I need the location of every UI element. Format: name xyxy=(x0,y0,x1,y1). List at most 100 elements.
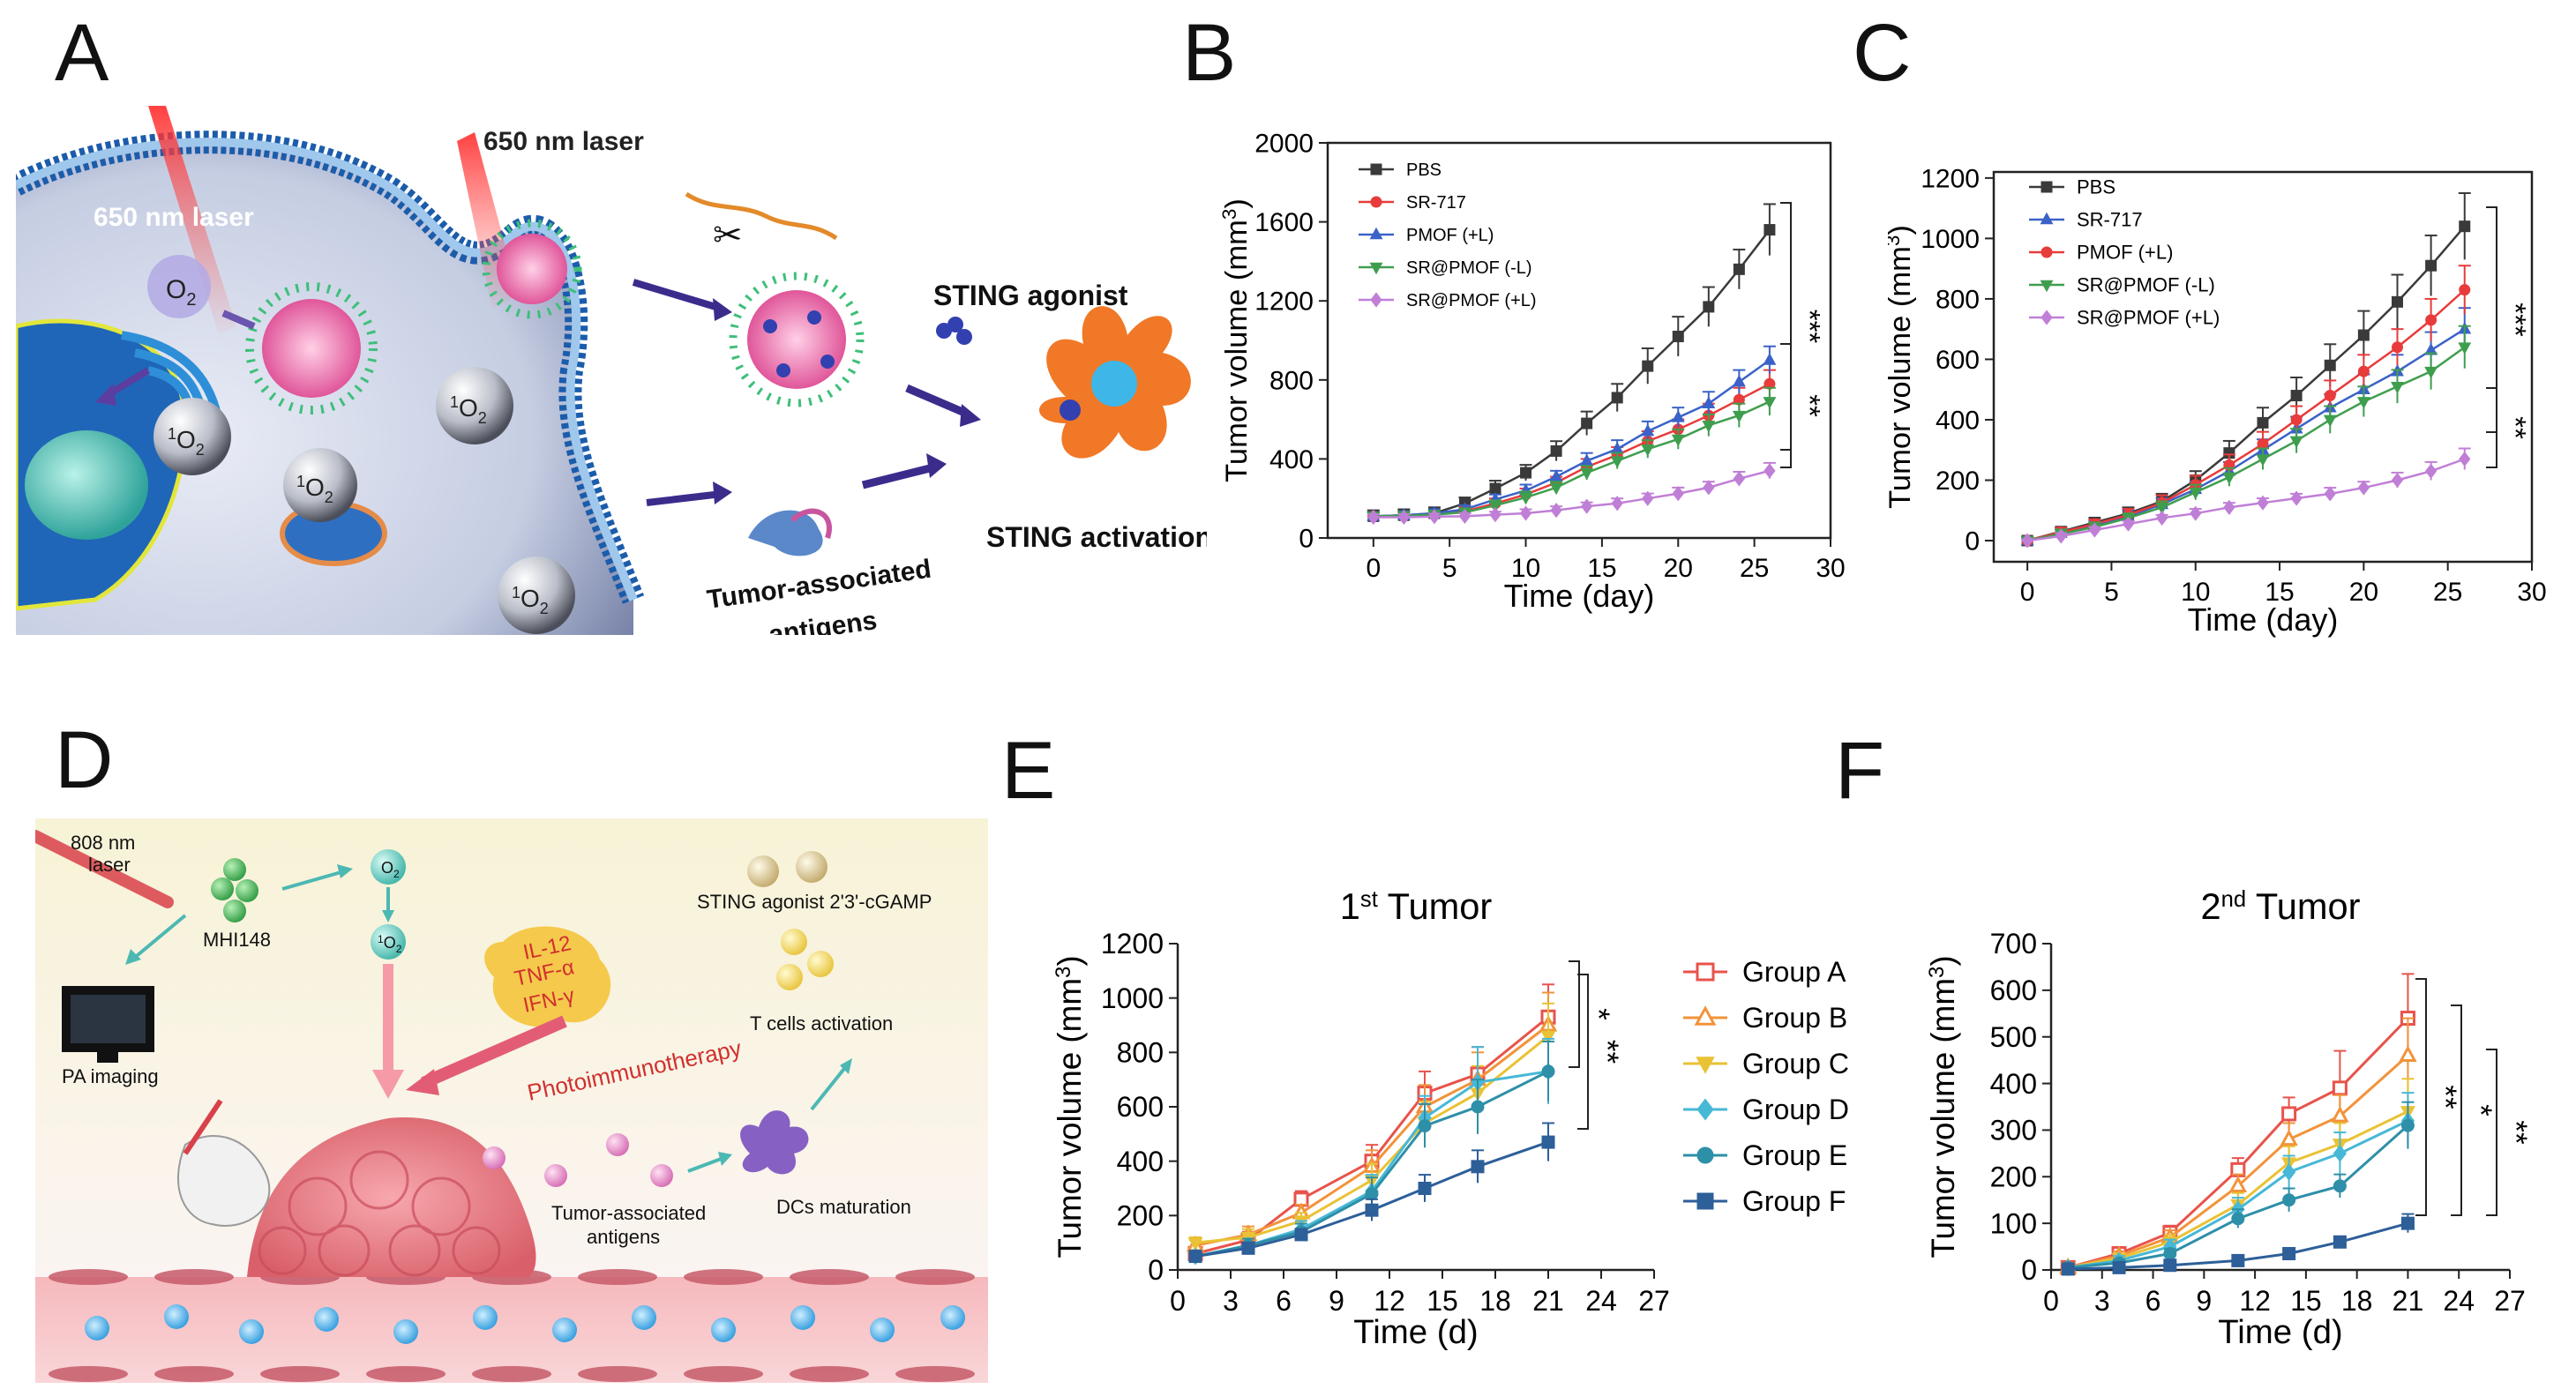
svg-text:antigens: antigens xyxy=(587,1226,660,1248)
x-tick-label: 0 xyxy=(1170,1285,1186,1317)
panel-label-f: F xyxy=(1835,726,1885,816)
data-point xyxy=(2324,486,2336,502)
data-point xyxy=(1733,263,1745,275)
scheme-d-illustration: 808 nm laser MHI148 PA imaging O2 1O2 IL… xyxy=(35,818,988,1383)
series-line xyxy=(2026,346,2466,542)
y-tick-label: 1000 xyxy=(1921,225,1980,254)
data-point xyxy=(2223,499,2235,515)
y-tick-label: 400 xyxy=(1990,1068,2037,1100)
data-point xyxy=(2281,1106,2297,1122)
significance-label: ** xyxy=(2428,1085,2462,1109)
legend-marker xyxy=(1694,1005,1717,1026)
x-tick-label: 9 xyxy=(1329,1285,1344,1317)
legend-marker xyxy=(1696,1057,1715,1074)
data-point xyxy=(1763,397,1777,409)
data-point xyxy=(1610,441,1624,454)
data-point xyxy=(2257,495,2269,511)
data-point xyxy=(2257,416,2269,429)
data-point xyxy=(1520,467,1532,479)
data-point xyxy=(2163,1247,2177,1260)
plot-frame xyxy=(1992,170,2534,564)
y-tick-label: 400 xyxy=(1936,406,1980,435)
series-group-a xyxy=(2060,973,2415,1275)
chart-c: 0 5 10 15 20 25 30 0 200 400 600 800 1000 1200 Time (d… xyxy=(1888,164,2547,638)
legend-label: SR-717 xyxy=(2077,209,2143,231)
significance-label: *** xyxy=(2499,302,2532,337)
significance-label: ** xyxy=(1793,394,1826,417)
data-point xyxy=(2392,341,2403,354)
data-point xyxy=(1418,1182,1432,1195)
data-point xyxy=(2324,390,2336,402)
svg-text:DCs maturation: DCs maturation xyxy=(776,1196,911,1218)
svg-text:1O2: 1O2 xyxy=(512,584,549,617)
data-point xyxy=(2391,472,2404,489)
data-point xyxy=(2061,1262,2075,1276)
chart-f: 2nd Tumor 0 3 6 9 12 15 18 21 24 27 0 100 200 300 400 50… xyxy=(1925,885,2533,1351)
y-tick-label: 700 xyxy=(1990,928,2037,960)
y-tick-label: 2000 xyxy=(1254,130,1314,159)
scheme-a-illustration: 650 nm laser 650 nm laser O2 1O2 1O2 1O2… xyxy=(16,106,1207,635)
series-group-f xyxy=(1188,1122,1555,1264)
data-point xyxy=(2392,295,2403,308)
legend-marker xyxy=(2041,310,2053,325)
data-point xyxy=(2458,342,2472,355)
data-point xyxy=(1581,498,1593,514)
data-point xyxy=(2163,1258,2177,1273)
data-point xyxy=(2155,510,2168,526)
legend-marker xyxy=(2041,181,2053,193)
x-tick-label: 24 xyxy=(1585,1285,1617,1317)
legend-label: PBS xyxy=(2077,176,2115,198)
legend-marker xyxy=(1370,196,1382,208)
x-tick-label: 24 xyxy=(2443,1285,2475,1317)
data-point xyxy=(2088,522,2101,538)
data-point xyxy=(2281,1163,2296,1181)
data-point xyxy=(2332,1080,2348,1096)
x-axis-label: Time (d) xyxy=(1353,1313,1478,1351)
data-point xyxy=(2331,1106,2349,1123)
data-point xyxy=(2290,414,2303,426)
svg-text:1O2: 1O2 xyxy=(378,933,402,955)
legend-label: Group A xyxy=(1742,956,1846,988)
data-point xyxy=(2228,1176,2248,1192)
svg-text:MHI148: MHI148 xyxy=(203,929,271,951)
data-point xyxy=(1540,1030,1556,1045)
legend-label: SR@PMOF (+L) xyxy=(2077,307,2220,329)
data-point xyxy=(2290,490,2303,506)
significance-label: *** xyxy=(1793,310,1826,344)
plot-frame xyxy=(1326,141,1832,540)
data-point xyxy=(2399,1045,2417,1062)
x-tick-label: 21 xyxy=(1532,1285,1564,1317)
legend-marker xyxy=(1696,1146,1714,1164)
significance-label: * xyxy=(1581,1008,1615,1020)
series-line xyxy=(2026,328,2466,542)
legend-marker xyxy=(1369,262,1383,275)
bracket-line xyxy=(1577,974,1589,1130)
data-point xyxy=(2282,1193,2296,1207)
y-axis-label: Tumor volume (mm3) xyxy=(1888,225,1917,509)
svg-text:T cells activation: T cells activation xyxy=(750,1012,893,1034)
data-point xyxy=(1541,1064,1555,1079)
data-point xyxy=(1610,456,1624,468)
bracket-line xyxy=(2451,1004,2462,1216)
data-point xyxy=(1732,374,1746,387)
x-tick-label: 30 xyxy=(1816,554,1845,583)
x-tick-label: 6 xyxy=(2145,1285,2161,1317)
x-tick-label: 3 xyxy=(2094,1285,2110,1317)
svg-text:808 nm: 808 nm xyxy=(71,832,135,854)
y-tick-label: 200 xyxy=(1936,467,1980,496)
chart-title: 1st Tumor xyxy=(1340,885,1493,927)
data-point xyxy=(2424,463,2437,479)
data-point xyxy=(2357,365,2370,377)
y-tick-label: 1200 xyxy=(1921,164,1980,193)
y-tick-label: 200 xyxy=(1117,1200,1164,1232)
y-tick-label: 100 xyxy=(1990,1207,2037,1239)
data-point xyxy=(2400,1216,2415,1230)
x-axis-label: Time (d) xyxy=(2218,1313,2342,1351)
x-tick-label: 18 xyxy=(1479,1285,1511,1317)
data-point xyxy=(2122,516,2135,532)
svg-text:STING agonist: STING agonist xyxy=(933,280,1128,311)
data-point xyxy=(1702,396,1716,408)
bracket-line xyxy=(2486,206,2497,433)
x-tick-label: 27 xyxy=(1638,1285,1670,1317)
y-tick-label: 0 xyxy=(1299,525,1314,554)
